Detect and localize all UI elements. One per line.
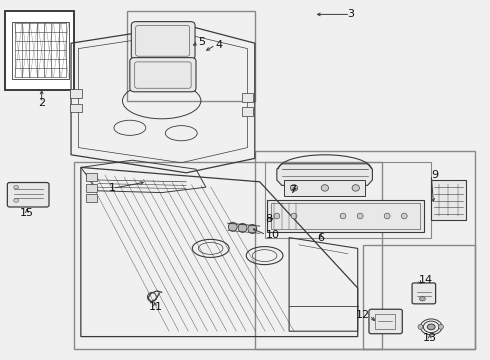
Ellipse shape [238,223,247,233]
Bar [127,11,255,101]
Polygon shape [277,164,372,185]
Ellipse shape [14,185,19,189]
Bar [242,93,253,102]
Text: 12: 12 [355,310,369,320]
Text: 6: 6 [318,233,324,243]
Text: 5: 5 [198,37,205,48]
Bar [70,89,82,98]
FancyBboxPatch shape [412,283,436,304]
FancyBboxPatch shape [7,183,49,207]
Ellipse shape [274,213,280,219]
Ellipse shape [290,185,297,191]
Ellipse shape [439,324,443,329]
Ellipse shape [419,297,425,301]
Bar [265,162,431,238]
Bar [431,180,465,220]
Ellipse shape [321,185,329,191]
Bar [267,200,424,232]
Text: 13: 13 [423,333,437,343]
Ellipse shape [291,213,297,219]
Text: 2: 2 [38,98,45,108]
Text: 15: 15 [20,208,34,218]
FancyBboxPatch shape [369,309,402,334]
Text: 8: 8 [266,214,273,224]
Bar [86,184,97,192]
Bar [255,151,475,349]
Bar [86,173,97,181]
Bar [74,162,382,349]
Bar [242,107,253,116]
Ellipse shape [357,213,363,219]
Bar [70,104,82,112]
Text: 11: 11 [148,302,162,312]
Ellipse shape [228,222,237,231]
Text: 1: 1 [109,183,116,193]
Ellipse shape [427,324,435,330]
Bar [271,203,420,229]
Ellipse shape [352,185,359,191]
Ellipse shape [401,213,407,219]
Bar [284,180,365,196]
Text: 4: 4 [216,40,223,50]
Ellipse shape [14,199,19,202]
FancyBboxPatch shape [131,22,195,59]
Bar [86,194,97,202]
Bar [375,314,395,329]
Bar [363,245,475,349]
Ellipse shape [340,213,346,219]
Text: 7: 7 [289,185,296,195]
Bar [5,11,74,90]
Text: 9: 9 [431,170,439,180]
Ellipse shape [384,213,390,219]
Text: 3: 3 [347,9,354,19]
Ellipse shape [418,324,423,329]
Text: 14: 14 [418,275,433,285]
Ellipse shape [248,225,257,234]
Text: 10: 10 [266,230,280,240]
FancyBboxPatch shape [130,58,196,92]
